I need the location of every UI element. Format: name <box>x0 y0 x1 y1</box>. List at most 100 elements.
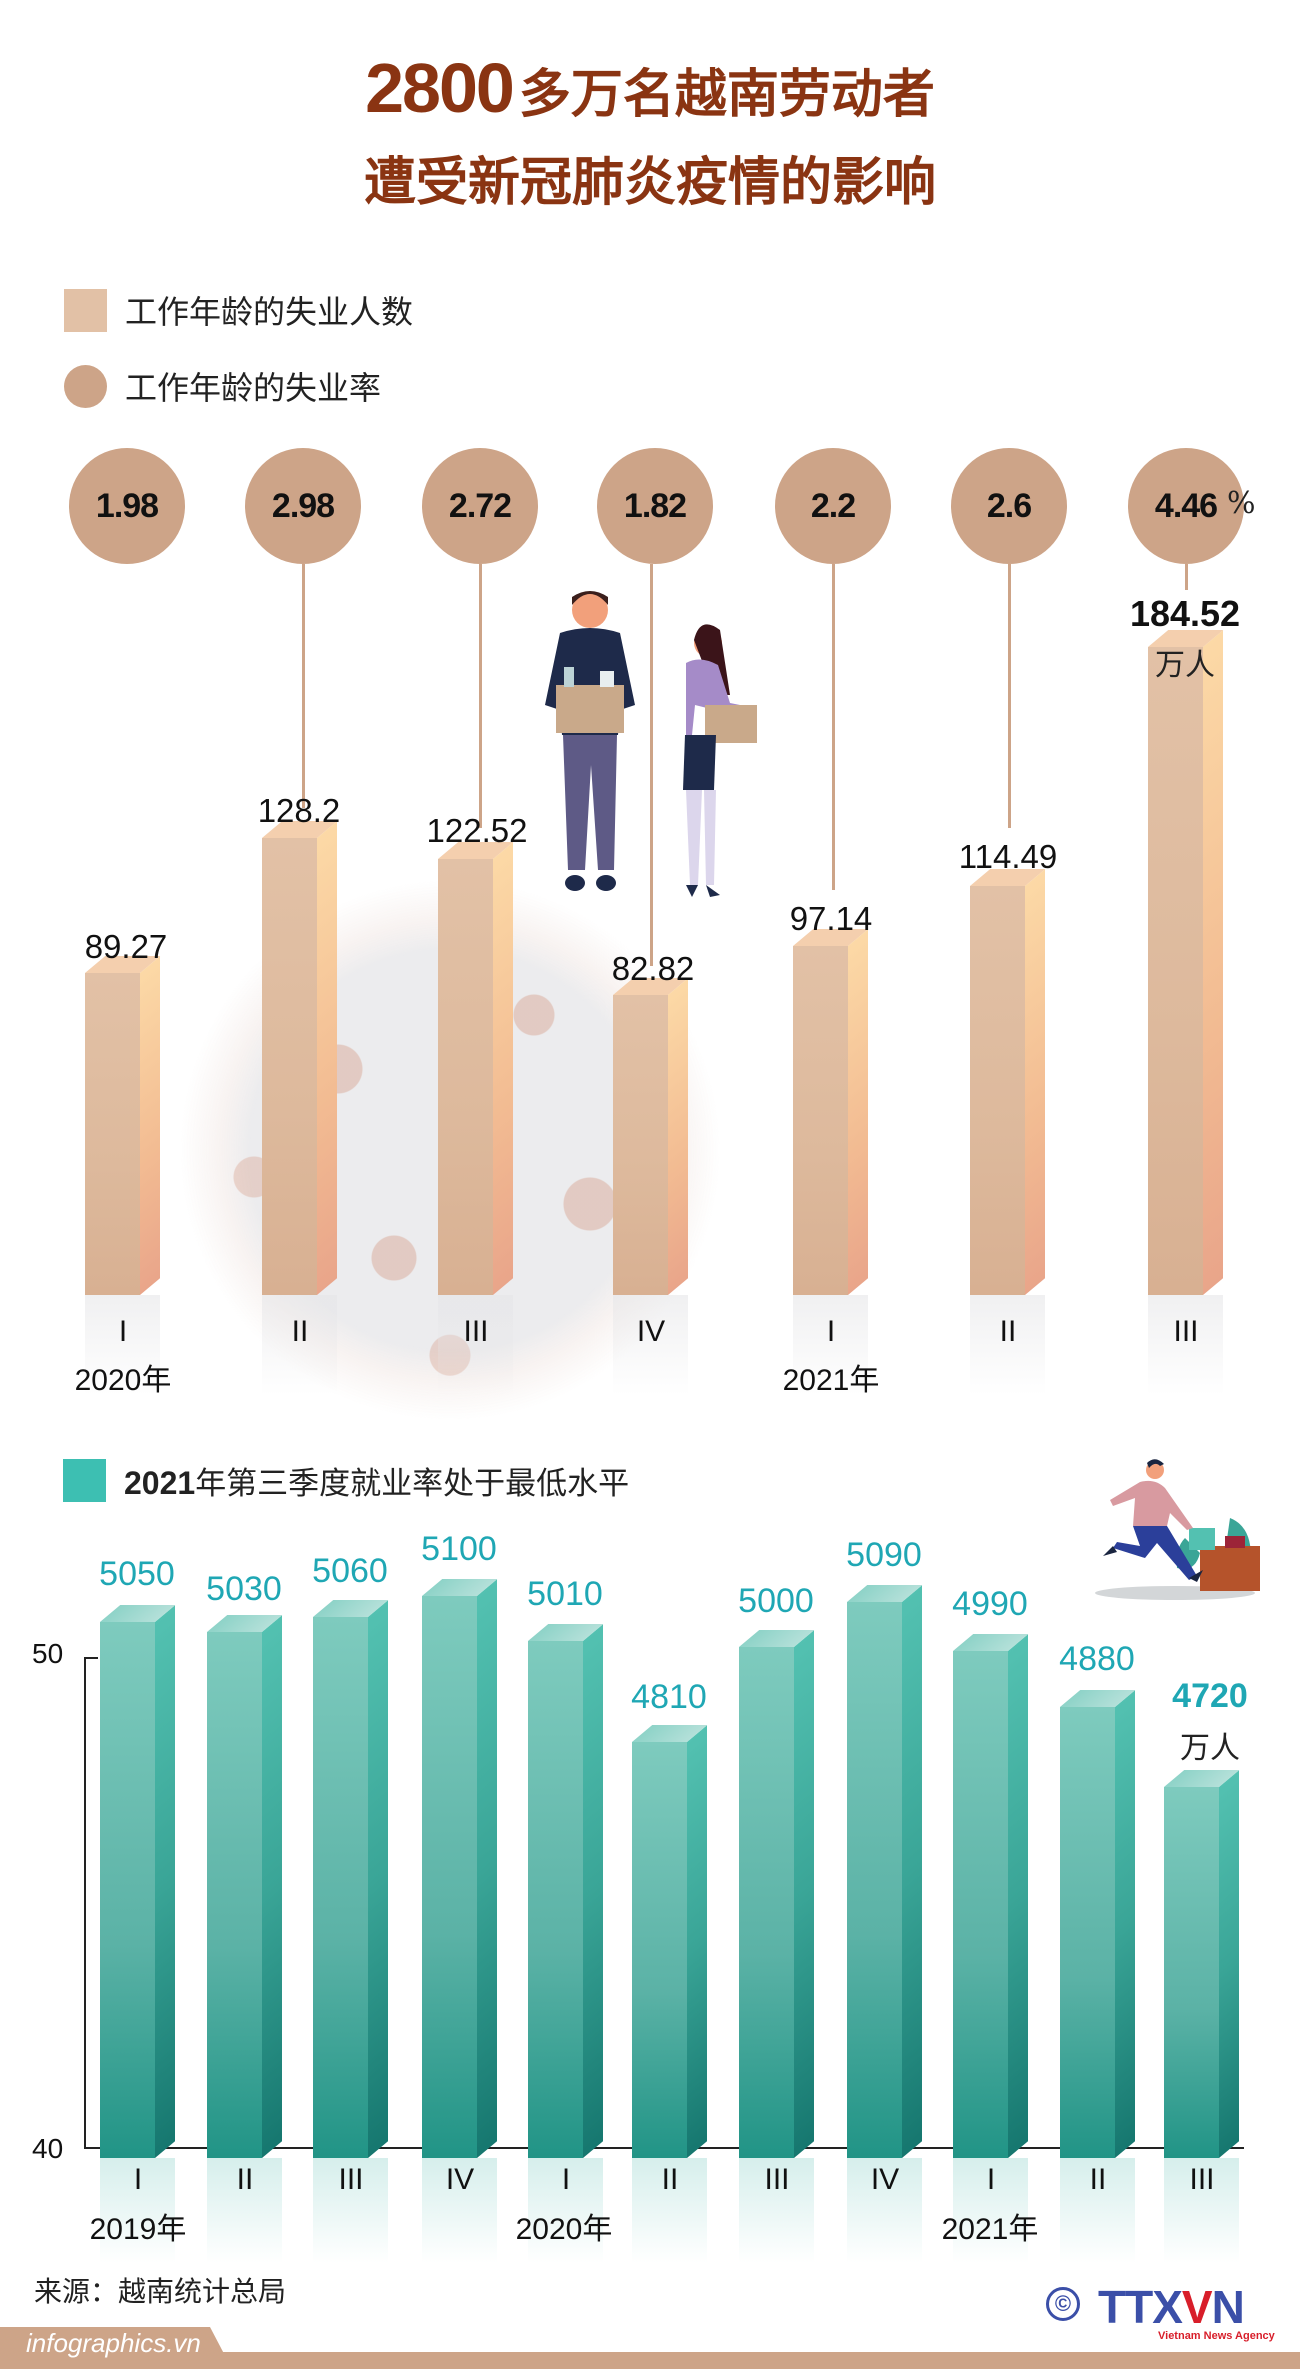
bar-employed-2021-q1 <box>953 1634 1029 2158</box>
bar-value-label: 5030 <box>206 1570 282 1608</box>
bar-employed-2020-q1 <box>528 1624 604 2158</box>
bar-employed-2020-q3 <box>739 1630 815 2158</box>
connector-line <box>1008 564 1011 828</box>
bar-value-label: 5000 <box>738 1582 814 1620</box>
connector-line <box>832 564 835 890</box>
page-title-line1: 2800 多万名越南劳动者 <box>0 52 1300 131</box>
bar-value-label: 4990 <box>952 1585 1028 1623</box>
quarter-label: IV <box>636 1315 666 1348</box>
bar-reflection <box>528 2158 603 2263</box>
footer-band <box>0 2352 1300 2369</box>
bar-reflection <box>100 2158 175 2263</box>
bar-unemployed-2020-q4 <box>613 978 689 1295</box>
bar-unemployed-2020-q3 <box>438 842 514 1295</box>
bar-value-label: 114.49 <box>958 838 1058 875</box>
y-axis-line <box>84 1657 86 2149</box>
bar-unemployed-2020-q1 <box>85 956 161 1295</box>
percent-unit: % <box>1227 486 1256 521</box>
bar-reflection <box>262 1295 337 1395</box>
bar-reflection <box>953 2158 1028 2263</box>
footer-tab <box>0 2327 232 2369</box>
year-label: 2020年 <box>74 1364 172 1397</box>
bar-value-label: 5050 <box>99 1555 175 1593</box>
quarter-label: III <box>1173 1315 1199 1348</box>
year-label: 2021年 <box>782 1364 880 1397</box>
bar-employed-2020-q4 <box>847 1585 923 2158</box>
quarter-label: IV <box>445 2163 475 2196</box>
quarter-label: I <box>133 2163 143 2196</box>
quarter-label: III <box>463 1315 489 1348</box>
rate-circle: 4.46 <box>1128 448 1244 564</box>
rate-circle: 2.6 <box>951 448 1067 564</box>
running-man-with-luggage-illustration <box>1095 1459 1260 1600</box>
bar-reflection <box>207 2158 282 2263</box>
quarter-label: II <box>661 2163 679 2196</box>
bar-value-label: 4880 <box>1059 1640 1135 1678</box>
rate-circle: 2.2 <box>775 448 891 564</box>
bar-reflection <box>1164 2158 1239 2263</box>
y-axis-tick <box>84 1657 98 1659</box>
connector-line <box>1185 564 1188 590</box>
quarter-label: II <box>236 2163 254 2196</box>
bar-value-label: 89.27 <box>84 928 168 965</box>
bar-reflection <box>739 2158 814 2263</box>
bar-reflection <box>438 1295 513 1395</box>
bar-unemployed-2021-q2 <box>970 869 1046 1295</box>
rate-circle: 2.98 <box>245 448 361 564</box>
unit-label: 万人 <box>1180 1731 1240 1766</box>
bar-reflection <box>632 2158 707 2263</box>
bar-reflection <box>793 1295 868 1395</box>
bar-reflection <box>613 1295 688 1395</box>
bar-value-label: 5090 <box>846 1536 922 1574</box>
site-link[interactable]: infographics.vn <box>26 2328 201 2358</box>
laid-off-workers-illustration <box>545 591 757 897</box>
bar-value-label-highlight: 184.52 <box>1129 593 1241 634</box>
connector-line <box>479 564 482 828</box>
bar-value-label: 122.52 <box>426 812 528 849</box>
bar-value-label: 5060 <box>312 1552 388 1590</box>
quarter-label: II <box>1089 2163 1107 2196</box>
y-axis-label: 40 <box>32 2133 64 2164</box>
quarter-label: I <box>118 1315 128 1348</box>
bar-employed-2019-q1 <box>100 1605 176 2158</box>
legend-item-unemployment-rate: 工作年龄的失业率 <box>64 363 381 409</box>
legend-square-icon <box>63 1459 106 1502</box>
bar-reflection <box>1060 2158 1135 2263</box>
bar-employed-2019-q3 <box>313 1600 389 2158</box>
rate-circle: 2.72 <box>422 448 538 564</box>
bar-reflection <box>422 2158 497 2263</box>
connector-line <box>302 564 305 808</box>
bar-unemployed-2021-q3 <box>1148 630 1224 1295</box>
ttxvn-logo: TTXVN <box>1098 2281 1245 2333</box>
bar-value-label: 97.14 <box>789 900 873 937</box>
unit-label: 万人 <box>1155 648 1215 683</box>
bar-employed-2020-q2 <box>632 1725 708 2158</box>
legend-label: 工作年龄的失业率 <box>125 369 382 407</box>
bar-reflection <box>847 2158 922 2263</box>
source-note: 来源：越南统计总局 <box>34 2275 287 2308</box>
logo-subtitle: Vietnam News Agency <box>1158 2330 1275 2342</box>
year-label: 2021年 <box>941 2213 1039 2246</box>
y-axis-label: 50 <box>32 1638 64 1669</box>
bar-value-label: 5100 <box>421 1530 497 1568</box>
rate-circle: 1.82 <box>597 448 713 564</box>
bar-employed-2019-q2 <box>207 1615 283 2158</box>
bar-value-label: 128.2 <box>257 792 341 829</box>
quarter-label: I <box>561 2163 571 2196</box>
quarter-label: I <box>986 2163 996 2196</box>
year-label: 2019年 <box>89 2213 187 2246</box>
quarter-label: I <box>826 1315 836 1348</box>
legend-circle-icon <box>64 364 107 408</box>
bar-unemployed-2020-q2 <box>262 821 338 1295</box>
bar-reflection <box>1148 1295 1223 1395</box>
legend-label: 2021年第三季度就业率处于最低水平 <box>124 1465 630 1502</box>
quarter-label: IV <box>870 2163 900 2196</box>
bar-value-label: 5010 <box>527 1575 603 1613</box>
quarter-label: III <box>1189 2163 1215 2196</box>
bar-employed-2019-q4 <box>422 1579 498 2158</box>
legend-square-icon <box>64 288 107 332</box>
bar-value-label-highlight: 4720 <box>1172 1677 1248 1715</box>
legend-item-unemployed-count: 工作年龄的失业人数 <box>64 287 413 333</box>
title-line1-text: 多万名越南劳动者 <box>518 65 935 125</box>
connector-line <box>650 564 653 966</box>
